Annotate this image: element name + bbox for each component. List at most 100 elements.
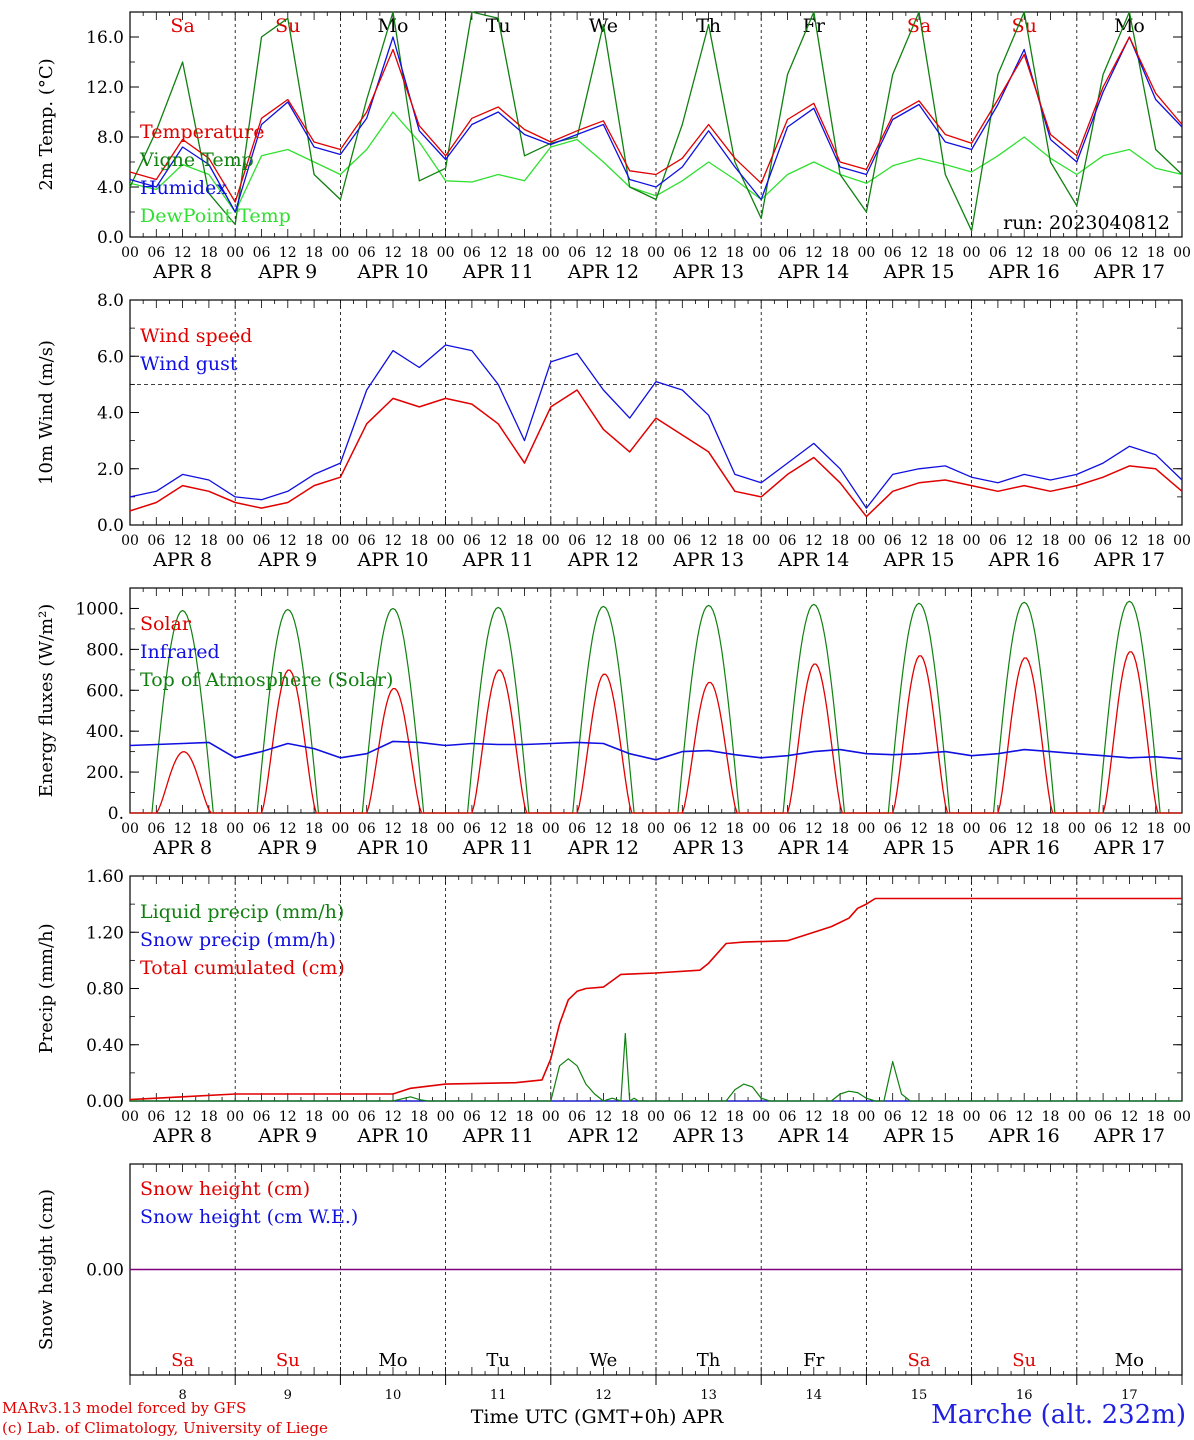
x-hour-label: 00 xyxy=(647,245,665,261)
x-hour-label: 00 xyxy=(647,821,665,837)
series-line xyxy=(129,344,1183,509)
day-number-label: 15 xyxy=(911,1388,928,1403)
y-tick-label: 4.0 xyxy=(97,404,124,424)
x-hour-label: 00 xyxy=(542,1109,560,1125)
x-hour-label: 00 xyxy=(437,1109,455,1125)
weekday-label: Su xyxy=(275,15,300,37)
x-day-label: APR 13 xyxy=(672,261,744,283)
x-hour-label: 06 xyxy=(147,821,165,837)
x-hour-label: 06 xyxy=(989,1109,1007,1125)
x-hour-label: 12 xyxy=(1120,245,1138,261)
x-hour-label: 12 xyxy=(1015,245,1033,261)
x-hour-label: 18 xyxy=(516,245,534,261)
y-axis-label: Energy fluxes (W/m²) xyxy=(36,604,57,798)
x-hour-label: 06 xyxy=(463,821,481,837)
x-day-label: APR 12 xyxy=(567,549,639,571)
x-hour-label: 18 xyxy=(1147,821,1165,837)
x-hour-label: 12 xyxy=(489,533,507,549)
series-line xyxy=(129,897,1182,1101)
x-hour-label: 06 xyxy=(568,821,586,837)
x-hour-label: 12 xyxy=(805,245,823,261)
weekday-label: We xyxy=(590,1350,618,1371)
x-hour-label: 06 xyxy=(1094,1109,1112,1125)
weekday-label: Sa xyxy=(170,15,194,37)
x-day-label: APR 10 xyxy=(356,261,428,283)
series-line xyxy=(130,651,1182,814)
y-tick-label: 0.00 xyxy=(86,1261,124,1281)
legend-entry: Temperature xyxy=(140,121,264,143)
x-day-label: APR 10 xyxy=(356,1125,428,1147)
x-day-label: APR 14 xyxy=(777,549,849,571)
x-hour-label: 12 xyxy=(174,245,192,261)
x-day-label: APR 16 xyxy=(988,549,1060,571)
y-axis-label: Precip (mm/h) xyxy=(36,923,57,1053)
x-hour-label: 06 xyxy=(779,245,797,261)
x-hour-label: 18 xyxy=(726,533,744,549)
y-tick-label: 0.40 xyxy=(86,1036,124,1056)
x-hour-label: 18 xyxy=(1042,821,1060,837)
x-hour-label: 12 xyxy=(594,1109,612,1125)
x-hour-label: 00 xyxy=(542,245,560,261)
x-hour-label: 06 xyxy=(673,533,691,549)
x-hour-label: 18 xyxy=(621,533,639,549)
series-line xyxy=(129,36,1183,203)
x-hour-label: 00 xyxy=(121,821,139,837)
x-hour-label: 12 xyxy=(384,533,402,549)
x-hour-label: 00 xyxy=(331,533,349,549)
x-hour-label: 18 xyxy=(305,533,323,549)
x-hour-label: 12 xyxy=(279,1109,297,1125)
x-hour-label: 12 xyxy=(594,533,612,549)
x-day-label: APR 17 xyxy=(1093,837,1165,859)
x-hour-label: 06 xyxy=(253,821,271,837)
day-number-label: 9 xyxy=(284,1388,292,1403)
weekday-label: Fr xyxy=(803,1350,824,1371)
legend-entry: Solar xyxy=(140,613,192,635)
x-hour-label: 12 xyxy=(1120,821,1138,837)
x-hour-label: 18 xyxy=(200,821,218,837)
x-hour-label: 06 xyxy=(989,533,1007,549)
x-day-label: APR 10 xyxy=(356,837,428,859)
x-day-label: APR 11 xyxy=(462,549,534,571)
x-day-label: APR 13 xyxy=(672,837,744,859)
x-day-label: APR 12 xyxy=(567,1125,639,1147)
y-axis-label: 2m Temp. (°C) xyxy=(36,58,57,190)
x-hour-label: 06 xyxy=(673,821,691,837)
x-hour-label: 18 xyxy=(305,821,323,837)
legend-entry: Infrared xyxy=(140,641,220,663)
x-day-label: APR 11 xyxy=(462,837,534,859)
x-hour-label: 18 xyxy=(410,1109,428,1125)
series-line xyxy=(129,36,1183,213)
x-hour-label: 12 xyxy=(1015,533,1033,549)
legend-entry: DewPoint Temp xyxy=(140,205,291,227)
x-hour-label: 06 xyxy=(463,533,481,549)
x-hour-label: 00 xyxy=(963,1109,981,1125)
x-hour-label: 12 xyxy=(279,533,297,549)
x-hour-label: 00 xyxy=(331,1109,349,1125)
x-hour-label: 00 xyxy=(437,245,455,261)
x-day-label: APR 16 xyxy=(988,837,1060,859)
x-hour-label: 12 xyxy=(910,1109,928,1125)
x-hour-label: 00 xyxy=(542,533,560,549)
x-hour-label: 00 xyxy=(857,1109,875,1125)
x-day-label: APR 12 xyxy=(567,837,639,859)
x-hour-label: 06 xyxy=(463,1109,481,1125)
weekday-label: Mo xyxy=(378,1350,407,1371)
day-number-label: 12 xyxy=(595,1388,612,1403)
legend-entry: Snow height (cm) xyxy=(140,1178,310,1200)
x-hour-label: 00 xyxy=(226,1109,244,1125)
x-day-label: APR 9 xyxy=(257,837,317,859)
x-hour-label: 00 xyxy=(121,245,139,261)
x-hour-label: 00 xyxy=(647,533,665,549)
x-day-label: APR 14 xyxy=(777,1125,849,1147)
legend-entry: Snow precip (mm/h) xyxy=(140,929,336,951)
x-hour-label: 06 xyxy=(884,821,902,837)
x-hour-label: 06 xyxy=(253,533,271,549)
x-hour-label: 06 xyxy=(884,533,902,549)
weekday-label: Su xyxy=(1012,1350,1036,1371)
x-hour-label: 00 xyxy=(752,533,770,549)
x-day-label: APR 16 xyxy=(988,1125,1060,1147)
legend-entry: Snow height (cm W.E.) xyxy=(140,1206,358,1228)
weekday-label: Sa xyxy=(171,1350,194,1371)
x-hour-label: 12 xyxy=(1120,1109,1138,1125)
